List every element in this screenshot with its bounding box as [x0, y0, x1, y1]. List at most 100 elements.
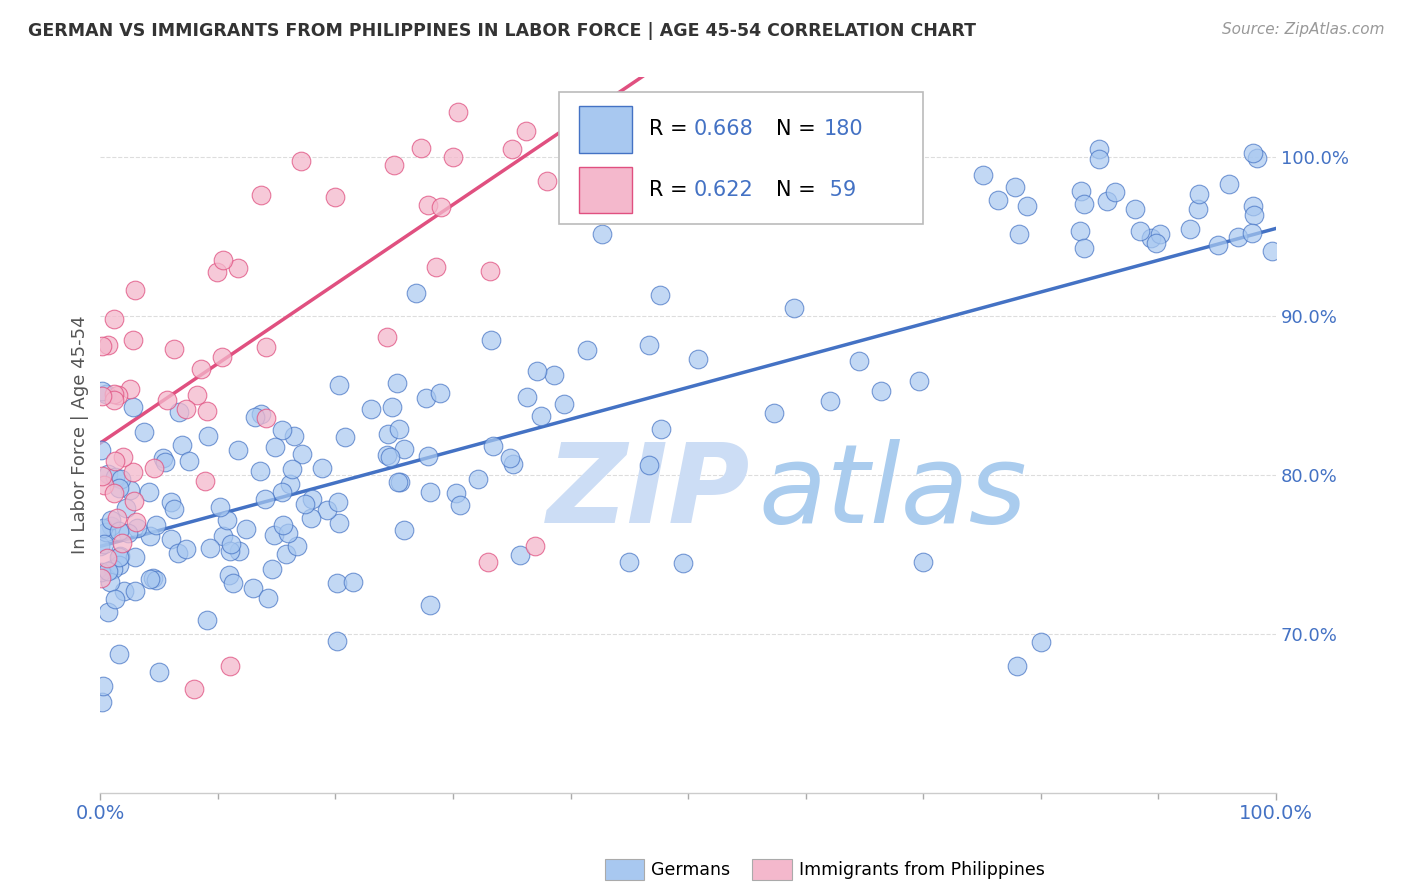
- Point: [972, 168, 994, 182]
- Point: [153, 455, 176, 469]
- Point: [103, 312, 125, 326]
- Point: [299, 511, 322, 525]
- Text: GERMAN VS IMMIGRANTS FROM PHILIPPINES IN LABOR FORCE | AGE 45-54 CORRELATION CHA: GERMAN VS IMMIGRANTS FROM PHILIPPINES IN…: [28, 22, 976, 40]
- Point: [262, 562, 284, 576]
- Point: [122, 494, 145, 508]
- Point: [619, 555, 641, 569]
- Point: [243, 409, 266, 424]
- Point: [1069, 224, 1091, 238]
- Point: [1015, 198, 1038, 212]
- Point: [441, 150, 464, 164]
- Point: [516, 391, 538, 405]
- Point: [1140, 231, 1163, 245]
- Point: [477, 555, 499, 569]
- Point: [124, 550, 146, 565]
- Point: [418, 449, 440, 463]
- Point: [97, 467, 120, 481]
- Point: [415, 392, 437, 406]
- Point: [1104, 186, 1126, 200]
- Point: [908, 374, 931, 388]
- Point: [120, 382, 142, 396]
- Point: [198, 541, 221, 555]
- Point: [90, 565, 112, 579]
- Y-axis label: In Labor Force | Age 45-54: In Labor Force | Age 45-54: [72, 316, 89, 554]
- Point: [1007, 658, 1029, 673]
- Point: [387, 376, 409, 391]
- Point: [108, 558, 131, 573]
- Text: Germans: Germans: [651, 861, 730, 879]
- Point: [142, 571, 165, 585]
- Point: [281, 462, 304, 476]
- Point: [160, 495, 183, 509]
- Point: [449, 498, 471, 512]
- Point: [138, 529, 160, 543]
- Point: [335, 429, 357, 443]
- Point: [93, 537, 115, 551]
- Point: [122, 465, 145, 479]
- Point: [1246, 151, 1268, 165]
- Point: [467, 472, 489, 486]
- Point: [90, 339, 112, 353]
- Point: [124, 283, 146, 297]
- Point: [502, 457, 524, 471]
- Point: [91, 695, 114, 709]
- Point: [89, 540, 111, 554]
- Point: [478, 264, 501, 278]
- Point: [1260, 244, 1282, 258]
- Point: [104, 591, 127, 606]
- Point: [429, 200, 451, 214]
- Point: [524, 539, 547, 553]
- Point: [392, 523, 415, 537]
- Point: [190, 362, 212, 376]
- Point: [509, 548, 531, 562]
- Point: [655, 103, 678, 117]
- Point: [114, 584, 136, 599]
- Point: [1241, 226, 1264, 240]
- Point: [388, 422, 411, 436]
- Point: [479, 333, 502, 347]
- Point: [274, 547, 297, 561]
- Text: Source: ZipAtlas.com: Source: ZipAtlas.com: [1222, 22, 1385, 37]
- Point: [425, 260, 447, 275]
- Point: [100, 513, 122, 527]
- Point: [104, 454, 127, 468]
- Point: [250, 187, 273, 202]
- Point: [375, 330, 398, 344]
- Point: [253, 491, 276, 506]
- Point: [326, 575, 349, 590]
- Point: [277, 526, 299, 541]
- Point: [285, 539, 308, 553]
- Point: [1178, 222, 1201, 236]
- Point: [1008, 227, 1031, 241]
- Point: [1241, 146, 1264, 161]
- Point: [257, 591, 280, 605]
- Point: [536, 174, 558, 188]
- Point: [1073, 242, 1095, 256]
- Point: [226, 261, 249, 276]
- Point: [1188, 186, 1211, 201]
- Point: [294, 497, 316, 511]
- Point: [591, 227, 613, 241]
- Point: [183, 682, 205, 697]
- Point: [108, 647, 131, 661]
- Point: [98, 574, 121, 589]
- Point: [1187, 202, 1209, 216]
- Point: [93, 478, 115, 492]
- Point: [127, 521, 149, 535]
- Point: [90, 384, 112, 399]
- Point: [381, 401, 404, 415]
- Point: [1070, 184, 1092, 198]
- Point: [669, 162, 692, 177]
- Point: [870, 384, 893, 398]
- Point: [235, 522, 257, 536]
- Point: [1226, 230, 1249, 244]
- Point: [912, 555, 935, 569]
- Point: [138, 484, 160, 499]
- Point: [1149, 227, 1171, 241]
- Point: [530, 409, 553, 423]
- Point: [122, 333, 145, 347]
- Point: [1144, 236, 1167, 251]
- Point: [315, 502, 337, 516]
- Point: [94, 524, 117, 539]
- Point: [205, 265, 228, 279]
